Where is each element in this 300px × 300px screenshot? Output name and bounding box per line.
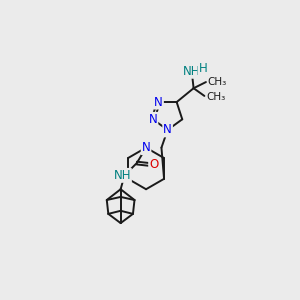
Text: N: N — [154, 96, 163, 109]
Text: CH₃: CH₃ — [208, 77, 227, 87]
Text: H: H — [199, 62, 207, 75]
Text: O: O — [149, 158, 158, 171]
Text: NH: NH — [113, 169, 131, 182]
Text: NH: NH — [183, 65, 201, 78]
Text: CH₃: CH₃ — [206, 92, 225, 102]
Text: N: N — [163, 123, 172, 136]
Text: N: N — [148, 113, 157, 126]
Text: N: N — [142, 141, 150, 154]
